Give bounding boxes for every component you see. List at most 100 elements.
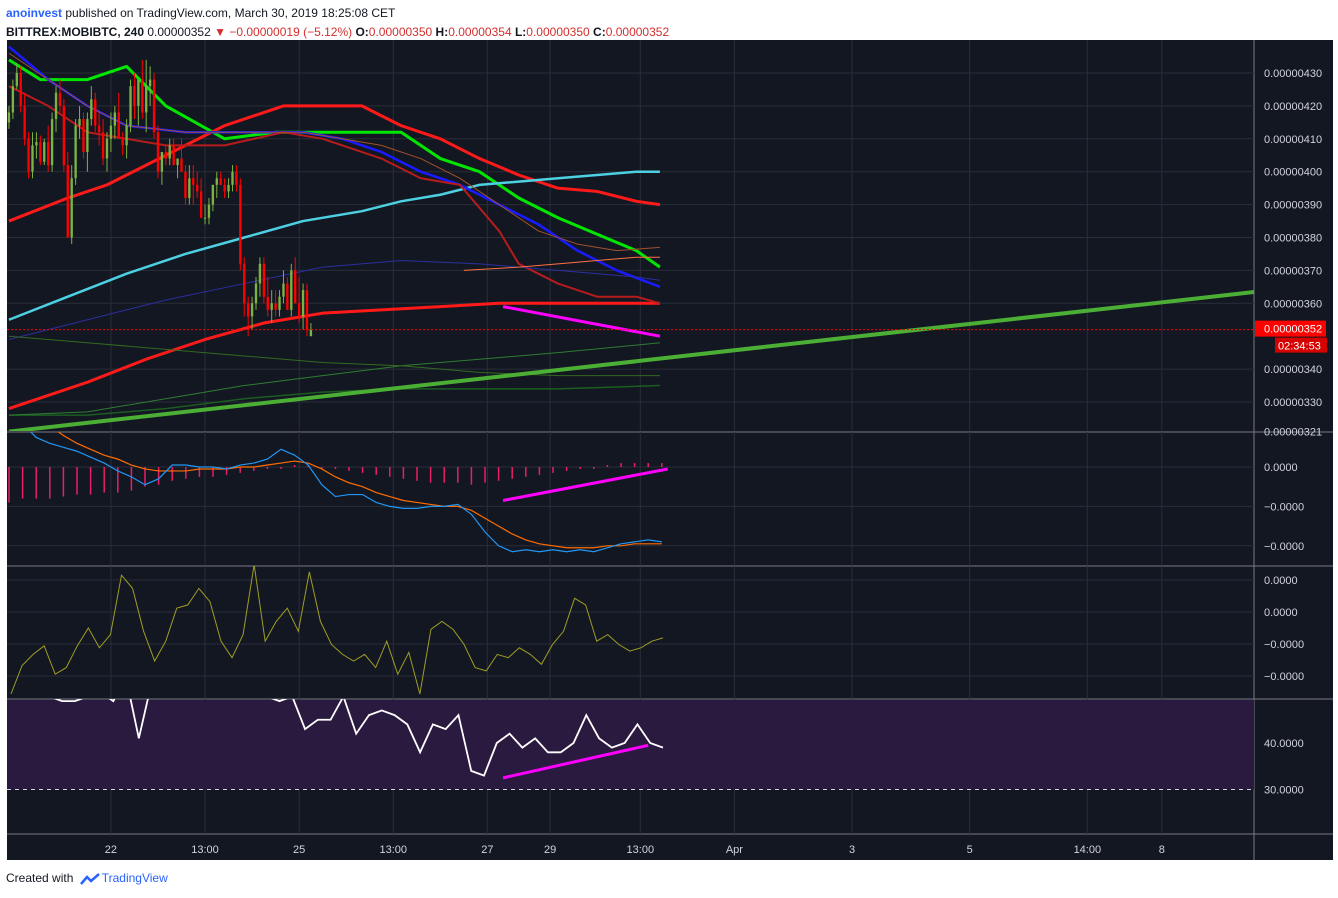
time-tick-label: 14:00 xyxy=(1074,844,1102,856)
candle-body xyxy=(176,158,179,166)
candle-body xyxy=(35,142,38,146)
time-tick-label: 8 xyxy=(1159,844,1165,856)
low-value: 0.00000350 xyxy=(526,25,590,39)
candle-body xyxy=(219,178,222,185)
close-value: 0.00000352 xyxy=(605,25,670,39)
candle-body xyxy=(246,303,250,317)
price-tick-label: 0.00000321 xyxy=(1264,427,1322,439)
macd-divergence-line xyxy=(502,467,669,502)
candle-body xyxy=(74,125,77,179)
time-tick-label: 3 xyxy=(849,844,855,856)
price-tick-label: 0.00000390 xyxy=(1264,200,1322,212)
price-plot-area xyxy=(7,45,1254,431)
candle-body xyxy=(282,283,285,297)
candle-body xyxy=(137,79,140,106)
candle-body xyxy=(46,142,50,166)
candle-body xyxy=(305,290,309,330)
candle-body xyxy=(125,125,128,146)
candle-body xyxy=(129,86,132,126)
moving-average-line xyxy=(8,342,660,416)
moving-average-line xyxy=(8,301,660,411)
tradingview-link[interactable]: TradingView xyxy=(101,871,168,885)
macd-tick-label: −0.0000 xyxy=(1264,541,1304,553)
macd-plot-area xyxy=(8,432,669,553)
candle-body xyxy=(15,73,18,87)
author-link[interactable]: anoinvest xyxy=(6,6,63,20)
rsi-tick-label: 30.0000 xyxy=(1264,785,1304,797)
price-tick-label: 0.00000380 xyxy=(1264,233,1322,245)
candle-body xyxy=(211,184,215,205)
candle-body xyxy=(286,283,289,310)
time-tick-label: 29 xyxy=(544,844,556,856)
change-arrow-icon: ▼ xyxy=(214,25,226,39)
cci-tick-label: 0.0000 xyxy=(1264,575,1298,587)
candle-body xyxy=(215,178,218,185)
candle-body xyxy=(164,151,167,159)
last-price: 0.00000352 xyxy=(147,25,211,39)
candle-body xyxy=(207,204,211,218)
cci-line xyxy=(10,566,664,695)
candle-body xyxy=(250,303,254,317)
candle-body xyxy=(54,92,58,120)
time-tick-label: 13:00 xyxy=(379,844,407,856)
support-trendline xyxy=(8,289,1254,431)
candle-body xyxy=(148,79,152,87)
candle-body xyxy=(105,138,109,159)
candle-body xyxy=(94,99,97,126)
candle-body xyxy=(11,86,15,113)
candle-body xyxy=(203,217,207,219)
countdown-label: 02:34:53 xyxy=(1278,341,1321,353)
candle-body xyxy=(101,132,105,159)
last-price-badge xyxy=(1255,320,1326,337)
time-tick-label: 13:00 xyxy=(191,844,219,856)
candle-body xyxy=(90,99,93,120)
created-with-text: Created with xyxy=(6,871,74,885)
candle-body xyxy=(258,263,262,284)
high-value: 0.00000354 xyxy=(448,25,512,39)
cci-plot-area xyxy=(10,566,664,695)
publish-line: anoinvest published on TradingView.com, … xyxy=(6,4,1306,23)
candle-body xyxy=(270,303,273,310)
candle-body xyxy=(19,73,22,106)
chart-header: anoinvest published on TradingView.com, … xyxy=(6,4,1306,42)
moving-average-line xyxy=(8,104,661,223)
candle-body xyxy=(23,105,26,139)
time-tick-label: 13:00 xyxy=(627,844,655,856)
candle-body xyxy=(113,112,117,126)
price-tick-label: 0.00000330 xyxy=(1264,397,1322,409)
candle-body xyxy=(39,142,42,162)
candle-body xyxy=(301,290,305,317)
candle-body xyxy=(231,171,234,185)
candle-body xyxy=(97,125,101,133)
open-label: O: xyxy=(355,25,369,39)
price-tick-label: 0.00000400 xyxy=(1264,167,1322,179)
candle-body xyxy=(133,86,136,106)
candle-body xyxy=(50,119,54,166)
open-value: 0.00000350 xyxy=(368,25,433,39)
moving-average-line xyxy=(8,260,660,340)
candle-body xyxy=(168,145,171,159)
candle-body xyxy=(70,178,73,238)
rsi-band xyxy=(7,700,1254,790)
candle-body xyxy=(78,119,81,126)
macd-tick-label: 0.0000 xyxy=(1264,462,1298,474)
candle-body xyxy=(145,86,148,113)
symbol-label[interactable]: BITTREX:MOBIBTC, 240 xyxy=(6,25,145,39)
moving-average-line xyxy=(463,256,660,271)
candle-body xyxy=(254,283,258,304)
candle-body xyxy=(109,125,113,139)
rsi-divergence-line xyxy=(502,743,649,780)
candle-body xyxy=(290,270,293,310)
candle-body xyxy=(172,145,175,166)
moving-average-line xyxy=(8,384,660,416)
candle-body xyxy=(62,105,66,166)
candle-body xyxy=(66,165,69,238)
moving-average-line xyxy=(8,85,661,305)
macd-signal-line xyxy=(57,432,662,549)
candle-body xyxy=(297,303,301,317)
price-tick-label: 0.00000410 xyxy=(1264,134,1322,146)
cci-tick-label: 0.0000 xyxy=(1264,607,1298,619)
candle-body xyxy=(239,184,242,264)
candle-body xyxy=(278,296,281,310)
